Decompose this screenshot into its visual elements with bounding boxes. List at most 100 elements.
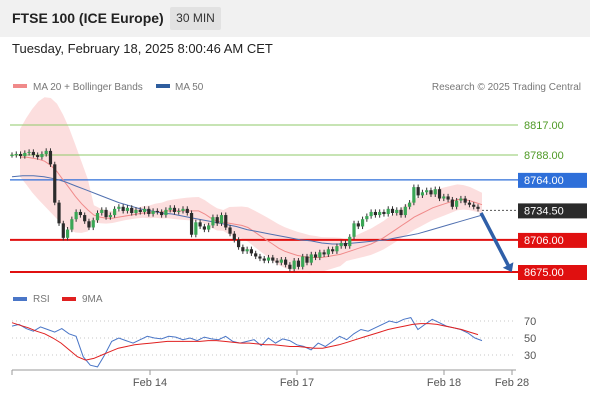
candle-body <box>48 150 53 165</box>
level-label-bg-3 <box>518 172 587 188</box>
level-label-bg-4 <box>518 232 587 248</box>
legend-swatch-ma20 <box>13 84 27 88</box>
candle-body <box>399 209 403 216</box>
candle-body <box>168 207 172 210</box>
candle-body <box>476 206 480 209</box>
rsi-ma-line <box>11 322 479 361</box>
candle-body <box>181 208 185 211</box>
candle-body <box>420 192 425 196</box>
rsi-tick-50: 50 <box>524 333 536 345</box>
candle-body <box>138 209 142 212</box>
candle-body <box>331 249 335 252</box>
candle-body <box>275 260 279 263</box>
candle-body <box>318 252 322 258</box>
x-tick-label: Feb 18 <box>427 377 461 389</box>
candle-body <box>198 222 202 227</box>
bollinger-band <box>20 97 482 274</box>
candle-body <box>407 202 412 207</box>
candle-body <box>249 249 254 254</box>
candle-body <box>254 253 258 257</box>
candle-body <box>472 204 476 207</box>
candle-body <box>104 209 108 218</box>
candle-body <box>313 254 318 258</box>
candle-body <box>113 208 117 216</box>
candle-body <box>10 155 14 157</box>
candle-body <box>194 222 198 235</box>
candle-body <box>245 249 249 252</box>
candle-body <box>211 217 215 226</box>
level-label-bg-5 <box>518 265 587 280</box>
candle-body <box>262 258 266 261</box>
candle-body <box>121 206 125 211</box>
candle-body <box>125 207 130 211</box>
candle-body <box>433 189 437 195</box>
candle-body <box>207 225 211 230</box>
candle-body <box>343 243 348 247</box>
forecast-arrow-shaft <box>479 212 511 268</box>
candle-body <box>232 233 236 240</box>
candle-body <box>369 211 373 217</box>
candle-body <box>36 155 40 158</box>
candle-body <box>356 223 360 227</box>
ma50-line <box>11 175 483 245</box>
candle-body <box>172 207 177 212</box>
candle-body <box>416 187 420 196</box>
last-price-label: 8734.50 <box>524 205 564 217</box>
candle-body <box>360 219 365 227</box>
candle-body <box>23 152 27 157</box>
x-tick-label: Feb 14 <box>133 377 167 389</box>
x-tick-label: Feb 28 <box>495 377 529 389</box>
legend-swatch-ma50 <box>156 84 170 88</box>
timestamp: Tuesday, February 18, 2025 8:00:46 AM CE… <box>12 41 273 56</box>
candle-body <box>348 236 352 247</box>
level-label-3: 8764.00 <box>524 175 564 187</box>
candle-body <box>352 223 356 237</box>
last-price-label-bg <box>518 203 587 219</box>
candle-body <box>91 220 95 228</box>
candle-body <box>236 239 241 248</box>
instrument-title: FTSE 100 (ICE Europe) <box>12 10 164 26</box>
candle-body <box>467 202 472 205</box>
rsi-tick-30: 30 <box>524 350 536 362</box>
timeframe-button[interactable]: 30 MIN <box>170 7 221 30</box>
candle-body <box>78 211 83 216</box>
candle-body <box>279 259 283 263</box>
candle-body <box>301 256 305 267</box>
rsi-ma-legend-label: 9MA <box>82 294 103 305</box>
candle-body <box>57 202 61 224</box>
candle-body <box>147 208 151 215</box>
candle-body <box>70 219 74 230</box>
candle-body <box>151 210 155 215</box>
rsi-tick-70: 70 <box>524 316 536 328</box>
candle-body <box>305 256 309 263</box>
x-tick-label: Feb 17 <box>280 377 314 389</box>
candle-body <box>189 212 194 235</box>
candle-body <box>386 208 390 215</box>
candle-body <box>31 151 35 156</box>
candle-body <box>74 211 78 220</box>
level-label-5: 8675.00 <box>524 267 564 279</box>
candle-body <box>61 223 65 238</box>
level-label-4: 8706.00 <box>524 235 564 247</box>
candle-body <box>412 187 416 203</box>
candle-body <box>53 164 57 203</box>
candle-body <box>425 190 429 193</box>
candle-body <box>100 209 104 213</box>
candle-body <box>455 200 459 207</box>
candle-body <box>429 190 433 195</box>
candle-body <box>463 198 467 203</box>
candle-body <box>459 198 463 201</box>
candle-body <box>382 211 386 215</box>
candle-body <box>292 260 296 269</box>
candle-body <box>87 221 91 228</box>
candle-body <box>446 196 450 200</box>
candle-body <box>403 206 407 216</box>
candle-body <box>284 259 288 265</box>
candle-body <box>134 209 138 213</box>
candle-body <box>164 209 168 216</box>
rsi-legend-label: RSI <box>33 294 50 305</box>
candle-body <box>288 264 292 269</box>
candle-body <box>258 256 262 259</box>
candle-body <box>241 247 245 252</box>
